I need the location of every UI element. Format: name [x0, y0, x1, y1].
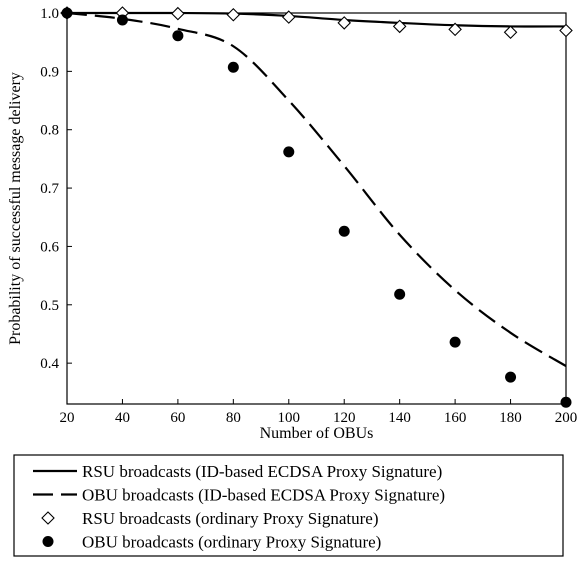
plot-area: 20 40 60 80 100 120 140 160 180 200 0.4 0.5 0.6 0.7 0.…	[40, 6, 577, 426]
y-tick-label: 0.7	[40, 181, 59, 197]
data-point-rsu-ordinary	[337, 16, 352, 30]
x-tick-label: 180	[499, 410, 522, 426]
x-tick-label: 200	[555, 410, 577, 426]
data-point-obu-ordinary	[172, 30, 184, 42]
data-point-obu-ordinary	[227, 61, 239, 73]
x-axis-title: Number of OBUs	[260, 425, 374, 442]
data-point-rsu-ordinary	[448, 22, 462, 37]
x-tick-label: 100	[278, 410, 301, 426]
y-tick-label: 0.8	[40, 123, 59, 139]
y-tick-label: 1.0	[40, 6, 59, 22]
legend-symbol-diamond	[41, 511, 55, 525]
x-tick-label: 20	[60, 410, 75, 426]
legend-symbol-circle	[42, 536, 54, 547]
y-tick-label: 0.4	[40, 356, 59, 372]
data-point-obu-ordinary	[394, 288, 406, 300]
x-tick-label: 80	[226, 410, 241, 426]
plot-frame	[66, 12, 567, 405]
data-point-obu-ordinary	[560, 396, 572, 408]
x-tick-label: 140	[388, 410, 411, 426]
legend-label: OBU broadcasts (ordinary Proxy Signature…	[82, 533, 381, 552]
data-point-rsu-ordinary	[226, 7, 241, 22]
series-line-rsu-ecdsa	[66, 11, 567, 28]
data-point-obu-ordinary	[505, 371, 517, 383]
y-tick-label: 0.9	[40, 64, 59, 80]
y-axis-title: Probability of successful message delive…	[7, 72, 24, 345]
legend-label: OBU broadcasts (ID-based ECDSA Proxy Sig…	[82, 486, 445, 505]
data-point-rsu-ordinary	[392, 19, 407, 34]
data-point-rsu-ordinary	[171, 6, 185, 21]
x-tick-label: 40	[115, 410, 130, 426]
x-tick-label: 120	[333, 410, 356, 426]
x-tick-label: 60	[170, 410, 185, 426]
x-tick-label: 160	[444, 410, 467, 426]
y-tick-label: 0.5	[40, 298, 59, 314]
y-tick-label: 0.6	[40, 239, 59, 255]
data-point-rsu-ordinary	[503, 25, 518, 40]
data-point-obu-ordinary	[449, 336, 461, 348]
data-point-obu-ordinary	[338, 225, 350, 237]
legend-label: RSU broadcasts (ID-based ECDSA Proxy Sig…	[82, 462, 442, 481]
data-point-rsu-ordinary	[559, 23, 573, 38]
series-line-obu-ecdsa	[66, 11, 567, 368]
legend-label: RSU broadcasts (ordinary Proxy Signature…	[82, 509, 379, 528]
data-point-obu-ordinary	[283, 146, 295, 158]
data-point-obu-ordinary	[61, 7, 73, 19]
legend: RSU broadcasts (ID-based ECDSA Proxy Sig…	[13, 454, 564, 557]
data-point-obu-ordinary	[116, 14, 128, 26]
legend-box	[13, 454, 564, 557]
data-point-rsu-ordinary	[281, 10, 296, 24]
